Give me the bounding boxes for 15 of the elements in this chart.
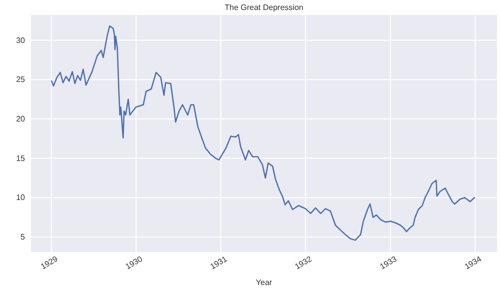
- x-tick-label: 1930: [124, 254, 144, 272]
- line-series: [51, 25, 476, 241]
- y-tick-label: 5: [20, 232, 26, 242]
- x-tick-label: 1932: [293, 254, 314, 272]
- y-tick-label: 10: [16, 193, 26, 202]
- x-tick-label: 1934: [463, 254, 484, 272]
- y-tick-label: 30: [16, 36, 26, 45]
- y-tick-label: 15: [16, 154, 26, 163]
- x-axis-title: Year: [256, 278, 272, 287]
- x-tick-label: 1931: [208, 254, 230, 272]
- x-tick-label: 1933: [378, 254, 399, 272]
- chart-title: The Great Depression: [224, 3, 304, 12]
- x-tick-label: 1929: [39, 254, 60, 272]
- y-tick-label: 25: [16, 75, 26, 84]
- y-tick-label: 20: [16, 114, 26, 124]
